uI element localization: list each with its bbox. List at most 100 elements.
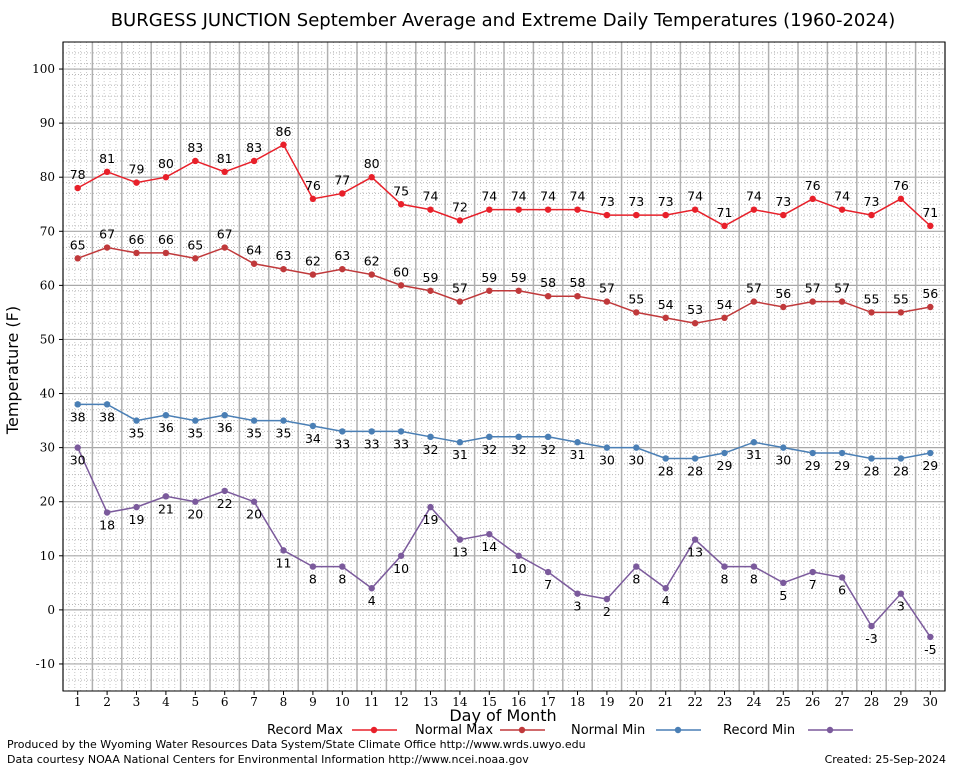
legend-swatch-marker — [370, 726, 378, 734]
series-normal-min: 38 38 35 36 35 36 35 35 34 33 33 33 32 31 32 32 32 31 30 30… — [70, 401, 938, 478]
x-tick-label: 27 — [834, 695, 849, 709]
data-point — [662, 585, 669, 592]
plot-frame — [62, 41, 946, 692]
series-record-max: 78 81 79 80 83 81 83 86 76 77 80 75 74 72 74 74 74 74 73 73… — [70, 124, 938, 230]
data-label: 35 — [246, 426, 262, 441]
data-label: 74 — [834, 189, 850, 204]
data-point — [133, 179, 140, 186]
legend-item: Normal Min — [571, 723, 701, 738]
data-label: 30 — [628, 453, 644, 468]
y-tick-label: -10 — [36, 657, 55, 671]
y-tick-label: 30 — [40, 441, 55, 455]
data-label: 81 — [99, 151, 115, 166]
data-point — [486, 287, 493, 294]
data-point — [515, 206, 522, 213]
data-point — [309, 271, 317, 278]
data-point — [368, 174, 375, 181]
data-point — [662, 211, 669, 219]
data-label: 65 — [70, 237, 86, 252]
data-point — [133, 503, 140, 511]
data-point — [221, 411, 228, 419]
legend-item: Record Max — [267, 723, 397, 738]
data-label: 4 — [662, 593, 670, 608]
legend-label: Normal Max — [415, 723, 493, 738]
data-label: 35 — [187, 426, 203, 441]
data-point — [809, 568, 816, 576]
x-tick-label: 10 — [335, 695, 350, 709]
data-label: 19 — [423, 512, 439, 527]
data-label: 86 — [276, 124, 292, 139]
data-label: 74 — [687, 189, 703, 204]
data-point — [603, 211, 611, 219]
data-point — [721, 449, 728, 457]
data-label: 35 — [276, 426, 292, 441]
data-label: 35 — [129, 426, 145, 441]
data-point — [544, 568, 552, 576]
data-point — [662, 455, 669, 462]
data-label: 74 — [423, 189, 439, 204]
data-point — [250, 260, 258, 267]
data-label: 13 — [687, 545, 703, 560]
data-label: 6 — [838, 582, 846, 597]
data-point — [162, 249, 170, 257]
data-label: 73 — [864, 194, 880, 209]
data-point — [515, 552, 522, 559]
data-point — [574, 206, 581, 213]
data-label: 33 — [334, 436, 350, 451]
data-label: 55 — [893, 291, 909, 306]
data-label: 64 — [246, 243, 262, 258]
data-point — [280, 417, 287, 424]
data-label: 55 — [864, 291, 880, 306]
data-point — [103, 244, 111, 251]
data-point — [897, 590, 905, 597]
data-point — [309, 422, 317, 430]
footer-data-courtesy: Data courtesy NOAA National Centers for … — [7, 753, 529, 766]
data-point — [603, 595, 611, 603]
data-label: 66 — [158, 232, 174, 247]
x-tick-label: 13 — [423, 695, 438, 709]
data-label: 57 — [599, 281, 615, 296]
x-tick-label: 20 — [629, 695, 644, 709]
data-point — [721, 314, 728, 322]
x-tick-label: 8 — [280, 695, 288, 709]
x-tick-label: 3 — [133, 695, 141, 709]
data-point — [809, 449, 816, 457]
x-tick-label: 14 — [452, 695, 468, 709]
data-label: 29 — [922, 458, 938, 473]
data-point — [397, 552, 405, 559]
data-point — [162, 411, 170, 419]
data-point — [515, 287, 522, 294]
x-tick-label: 4 — [162, 695, 170, 709]
data-point — [544, 292, 552, 300]
data-label: 57 — [746, 281, 762, 296]
data-point — [868, 309, 875, 316]
data-point — [427, 433, 434, 441]
data-label: 33 — [393, 436, 409, 451]
x-tick-label: 1 — [74, 695, 82, 709]
data-point — [280, 547, 287, 554]
data-point — [721, 563, 728, 570]
data-label: 62 — [305, 254, 321, 269]
data-label: 63 — [334, 248, 350, 263]
data-point — [750, 439, 758, 446]
data-point — [809, 298, 816, 305]
data-point — [780, 303, 787, 311]
data-label: 59 — [481, 270, 497, 285]
data-point — [74, 401, 81, 408]
series-line — [77, 246, 931, 324]
data-label: 29 — [834, 458, 850, 473]
data-point — [838, 449, 846, 457]
y-tick-label: 100 — [32, 62, 55, 76]
data-point — [486, 530, 493, 538]
y-tick-label: 90 — [40, 116, 55, 130]
data-point — [456, 217, 464, 224]
data-point — [603, 298, 611, 305]
x-tick-label: 15 — [482, 695, 497, 709]
y-tick-label: 50 — [40, 332, 55, 346]
data-point — [691, 455, 699, 462]
data-label: 32 — [481, 442, 497, 457]
data-label: 76 — [305, 178, 321, 193]
data-point — [574, 590, 581, 597]
